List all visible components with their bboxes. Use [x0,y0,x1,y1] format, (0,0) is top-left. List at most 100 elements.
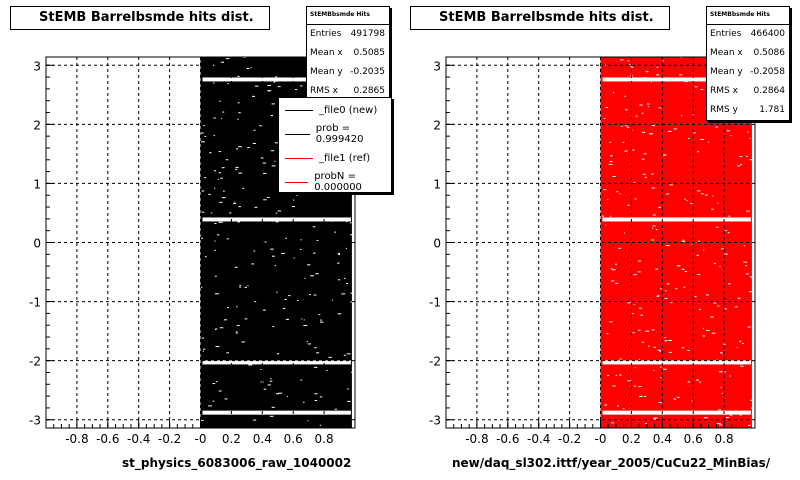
speckle [605,224,607,226]
speckle [716,423,721,425]
speckle [730,135,732,137]
speckle [351,371,355,373]
speckle [215,381,218,383]
speckle [236,306,238,308]
speckle [604,404,608,406]
speckle [609,321,613,323]
stats-label: Mean x [310,48,343,58]
speckle [226,238,229,240]
speckle [621,219,624,221]
speckle [275,142,278,144]
speckle [286,395,288,397]
speckle [713,262,716,264]
speckle [641,158,645,160]
speckle [651,187,655,189]
speckle [233,203,237,205]
speckle [747,131,749,133]
speckle [611,269,616,271]
speckle [239,285,242,287]
speckle [626,126,630,128]
speckle [719,352,723,354]
speckle [271,406,275,408]
speckle [652,214,656,216]
speckle [728,283,731,285]
speckle [664,290,667,292]
speckle [271,103,275,105]
y-tick-label: -1 [29,296,41,310]
speckle [253,129,256,131]
speckle [653,346,656,348]
speckle [711,332,716,334]
speckle [644,395,647,397]
speckle [326,369,328,371]
speckle [739,340,742,342]
y-tick-label: 0 [433,237,441,251]
speckle [215,328,218,330]
speckle [749,159,754,161]
speckle [694,296,697,298]
speckle [696,379,699,381]
speckle [271,165,276,167]
speckle [274,160,276,162]
speckle [238,146,242,148]
y-tick-label: 2 [33,118,41,132]
speckle [694,86,698,88]
speckle [277,210,282,212]
speckle [285,318,289,320]
speckle [627,204,630,206]
speckle [214,249,216,251]
speckle [214,275,217,277]
speckle [749,138,751,140]
speckle [350,301,352,303]
speckle [693,132,697,134]
speckle [620,59,624,61]
left-stats-row: Mean y -0.2035 [307,63,389,82]
y-tick-label: 3 [33,59,41,73]
x-tick-label: 0.6 [684,432,703,446]
speckle [700,88,704,90]
left-chart-title: StEMB Barrelbsmde hits dist. [10,6,270,30]
speckle [616,405,619,407]
speckle [652,225,656,227]
speckle [740,365,744,367]
speckle [633,274,637,276]
speckle [615,374,618,376]
speckle [319,396,323,398]
speckle [235,166,239,168]
y-tick-label: -3 [29,414,41,428]
speckle [645,423,647,425]
speckle [717,305,720,307]
speckle [300,379,303,381]
x-tick-label: -0.2 [558,432,581,446]
speckle [622,141,625,143]
speckle [299,248,302,250]
speckle [718,409,721,411]
speckle [316,239,319,241]
stats-value: -0.2035 [350,67,385,77]
speckle [638,358,640,360]
speckle [716,359,718,361]
speckle [634,198,637,200]
speckle [284,299,287,301]
speckle [703,417,708,419]
speckle [610,155,613,157]
speckle [285,237,287,239]
speckle [213,117,216,119]
speckle [751,291,756,293]
speckle [236,148,239,150]
x-tick-label: -0.6 [96,432,119,446]
speckle [690,202,694,204]
speckle [254,206,258,208]
speckle [642,173,646,175]
speckle [235,168,238,170]
speckle [718,371,723,373]
legend-entry: _file1 (ref) [279,146,391,170]
speckle [237,75,240,77]
stats-value: 0.5086 [753,48,786,58]
speckle [201,286,203,288]
speckle [647,345,650,347]
speckle [310,275,315,277]
speckle [724,308,727,310]
speckle [615,282,619,284]
left-stats-row: Mean x 0.5085 [307,44,389,63]
